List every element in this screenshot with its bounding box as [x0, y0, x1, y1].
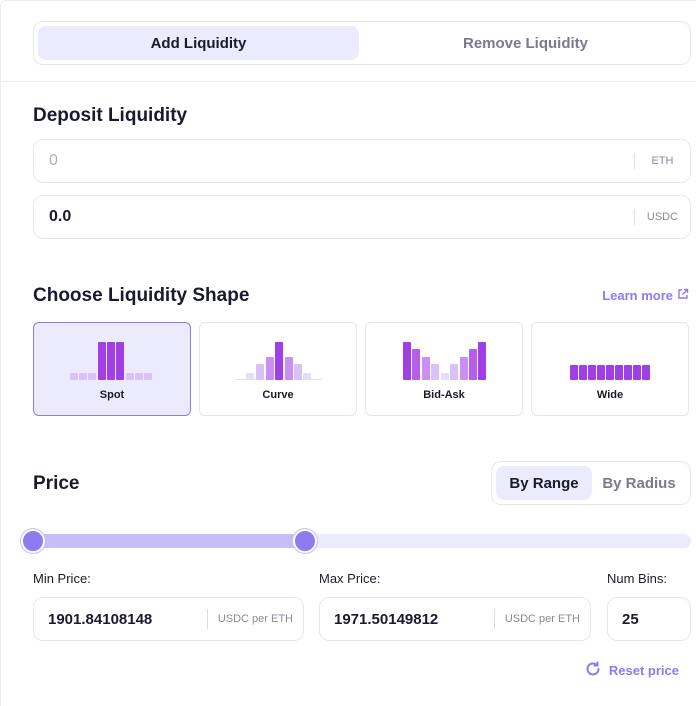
min-price-unit: USDC per ETH	[217, 613, 293, 625]
wide-shape-graphic	[570, 365, 650, 380]
num-bins-label: Num Bins:	[607, 571, 667, 586]
num-bins-input[interactable]: 25	[607, 597, 691, 641]
max-price-input[interactable]: 1971.50149812 USDC per ETH	[319, 597, 591, 641]
shape-option-spot[interactable]: Spot	[33, 322, 191, 416]
eth-amount-value: 0	[49, 152, 58, 169]
field-separator	[634, 209, 635, 225]
refresh-icon	[585, 661, 601, 680]
max-price-value: 1971.50149812	[334, 610, 439, 628]
learn-more-label: Learn more	[602, 288, 673, 303]
section-divider	[1, 81, 696, 82]
shape-title: Choose Liquidity Shape	[33, 285, 250, 306]
min-price-label: Min Price:	[33, 571, 91, 586]
price-range-fill	[33, 534, 305, 548]
num-bins-value: 25	[622, 610, 639, 628]
external-link-icon	[677, 288, 689, 303]
by-radius-button[interactable]: By Radius	[602, 474, 676, 492]
tab-remove-liquidity[interactable]: Remove Liquidity	[462, 34, 589, 52]
field-separator	[493, 609, 495, 629]
field-separator	[206, 609, 208, 629]
liquidity-tabs: Add Liquidity Remove Liquidity	[33, 21, 691, 65]
shape-option-curve[interactable]: Curve	[199, 322, 357, 416]
field-separator	[634, 153, 635, 169]
min-price-handle[interactable]	[21, 529, 45, 553]
shape-label-wide: Wide	[596, 389, 624, 401]
spot-shape-graphic	[70, 342, 152, 380]
usdc-amount-input[interactable]: 0.0 USDC	[33, 195, 691, 239]
max-price-label: Max Price:	[319, 571, 381, 586]
curve-shape-graphic	[236, 342, 322, 380]
learn-more-link[interactable]: Learn more	[602, 288, 689, 303]
reset-price-label: Reset price	[608, 663, 679, 678]
by-range-button[interactable]: By Range	[496, 466, 592, 500]
shape-option-wide[interactable]: Wide	[531, 322, 689, 416]
usdc-unit: USDC	[646, 211, 679, 223]
shape-label-curve: Curve	[262, 389, 294, 401]
price-mode-toggle: By Range By Radius	[491, 461, 691, 505]
deposit-title: Deposit Liquidity	[33, 105, 188, 126]
tab-add-liquidity[interactable]: Add Liquidity	[38, 26, 359, 60]
bid-ask-shape-graphic	[403, 342, 486, 380]
max-price-unit: USDC per ETH	[504, 613, 580, 625]
min-price-value: 1901.84108148	[48, 610, 153, 628]
usdc-amount-value: 0.0	[49, 208, 72, 225]
eth-unit: ETH	[651, 155, 674, 167]
eth-amount-input[interactable]: 0 ETH	[33, 139, 691, 183]
shape-label-bid-ask: Bid-Ask	[423, 389, 465, 401]
shape-label-spot: Spot	[99, 389, 125, 401]
min-price-input[interactable]: 1901.84108148 USDC per ETH	[33, 597, 304, 641]
price-title: Price	[33, 473, 80, 494]
reset-price-button[interactable]: Reset price	[585, 661, 679, 680]
shape-option-bid-ask[interactable]: Bid-Ask	[365, 322, 523, 416]
max-price-handle[interactable]	[293, 529, 317, 553]
